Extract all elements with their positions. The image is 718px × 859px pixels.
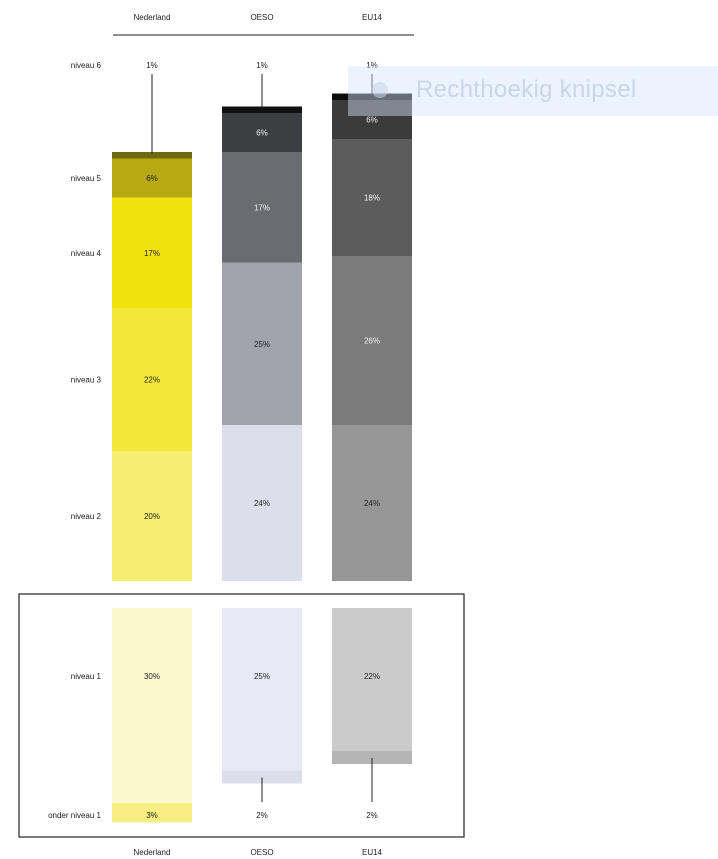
row-label-niveau-3: niveau 3 xyxy=(71,376,102,385)
bar-oeso-niveau-3 xyxy=(222,262,302,425)
bar-eu14-niveau-3 xyxy=(332,256,412,425)
column-footer-nederland: Nederland xyxy=(134,848,171,857)
row-label-niveau-1: niveau 1 xyxy=(71,672,102,681)
value-label-eu14-niveau-5: 6% xyxy=(366,116,378,125)
bar-eu14-niveau-2 xyxy=(332,425,412,581)
row-label-niveau-4: niveau 4 xyxy=(71,249,102,258)
value-label-oeso-niveau-1: 25% xyxy=(254,672,270,681)
value-label-eu14-niveau-4: 18% xyxy=(364,194,380,203)
bar-nederland-niveau-4 xyxy=(112,197,192,308)
bar-nederland-niveau-3 xyxy=(112,308,192,451)
snip-selection-overlay[interactable] xyxy=(348,66,718,116)
value-label-eu14-niveau-6: 1% xyxy=(366,61,378,70)
bar-eu14-onder-niveau-1 xyxy=(332,751,412,764)
bar-nederland-niveau-5 xyxy=(112,158,192,198)
bar-nederland-niveau-1 xyxy=(112,608,192,803)
bar-oeso-niveau-1 xyxy=(222,608,302,771)
bar-nederland-niveau-6 xyxy=(112,152,192,159)
bar-nederland-niveau-2 xyxy=(112,451,192,581)
column-footer-eu14: EU14 xyxy=(362,848,383,857)
bar-oeso-niveau-4 xyxy=(222,152,302,263)
value-label-nederland-niveau-5: 6% xyxy=(146,174,158,183)
bar-oeso-onder-niveau-1 xyxy=(222,770,302,784)
row-label-onder-niveau-1: onder niveau 1 xyxy=(48,811,101,820)
value-label-oeso-niveau-6: 1% xyxy=(256,61,268,70)
value-label-nederland-niveau-3: 22% xyxy=(144,376,160,385)
row-label-niveau-6: niveau 6 xyxy=(71,61,102,70)
row-label-niveau-5: niveau 5 xyxy=(71,174,102,183)
lower-levels-frame xyxy=(18,593,465,838)
value-label-nederland-onder-niveau-1: 3% xyxy=(146,811,158,820)
column-header-oeso: OESO xyxy=(250,13,273,22)
value-label-eu14-onder-niveau-1: 2% xyxy=(366,811,378,820)
row-label-niveau-2: niveau 2 xyxy=(71,512,102,521)
value-label-nederland-niveau-6: 1% xyxy=(146,61,158,70)
value-label-nederland-niveau-4: 17% xyxy=(144,249,160,258)
bar-eu14-niveau-6 xyxy=(332,93,412,100)
bar-nederland-onder-niveau-1 xyxy=(112,803,192,823)
bar-oeso-niveau-6 xyxy=(222,106,302,113)
value-label-eu14-niveau-2: 24% xyxy=(364,499,380,508)
value-label-oeso-niveau-4: 17% xyxy=(254,203,270,212)
bar-oeso-niveau-2 xyxy=(222,425,302,581)
bar-eu14-niveau-4 xyxy=(332,139,412,256)
column-header-nederland: Nederland xyxy=(134,13,171,22)
value-label-nederland-niveau-1: 30% xyxy=(144,672,160,681)
bar-eu14-niveau-5 xyxy=(332,100,412,139)
value-label-eu14-niveau-3: 26% xyxy=(364,337,380,346)
column-header-eu14: EU14 xyxy=(362,13,383,22)
snip-overlay-label: Rechthoekig knipsel xyxy=(416,76,637,103)
value-label-oeso-niveau-5: 6% xyxy=(256,129,268,138)
column-footer-oeso: OESO xyxy=(250,848,273,857)
value-label-oeso-niveau-3: 25% xyxy=(254,340,270,349)
value-label-oeso-onder-niveau-1: 2% xyxy=(256,811,268,820)
bar-oeso-niveau-5 xyxy=(222,113,302,152)
value-label-nederland-niveau-2: 20% xyxy=(144,512,160,521)
snip-tool-icon xyxy=(372,82,388,98)
bar-eu14-niveau-1 xyxy=(332,608,412,751)
value-label-oeso-niveau-2: 24% xyxy=(254,499,270,508)
value-label-eu14-niveau-1: 22% xyxy=(364,672,380,681)
